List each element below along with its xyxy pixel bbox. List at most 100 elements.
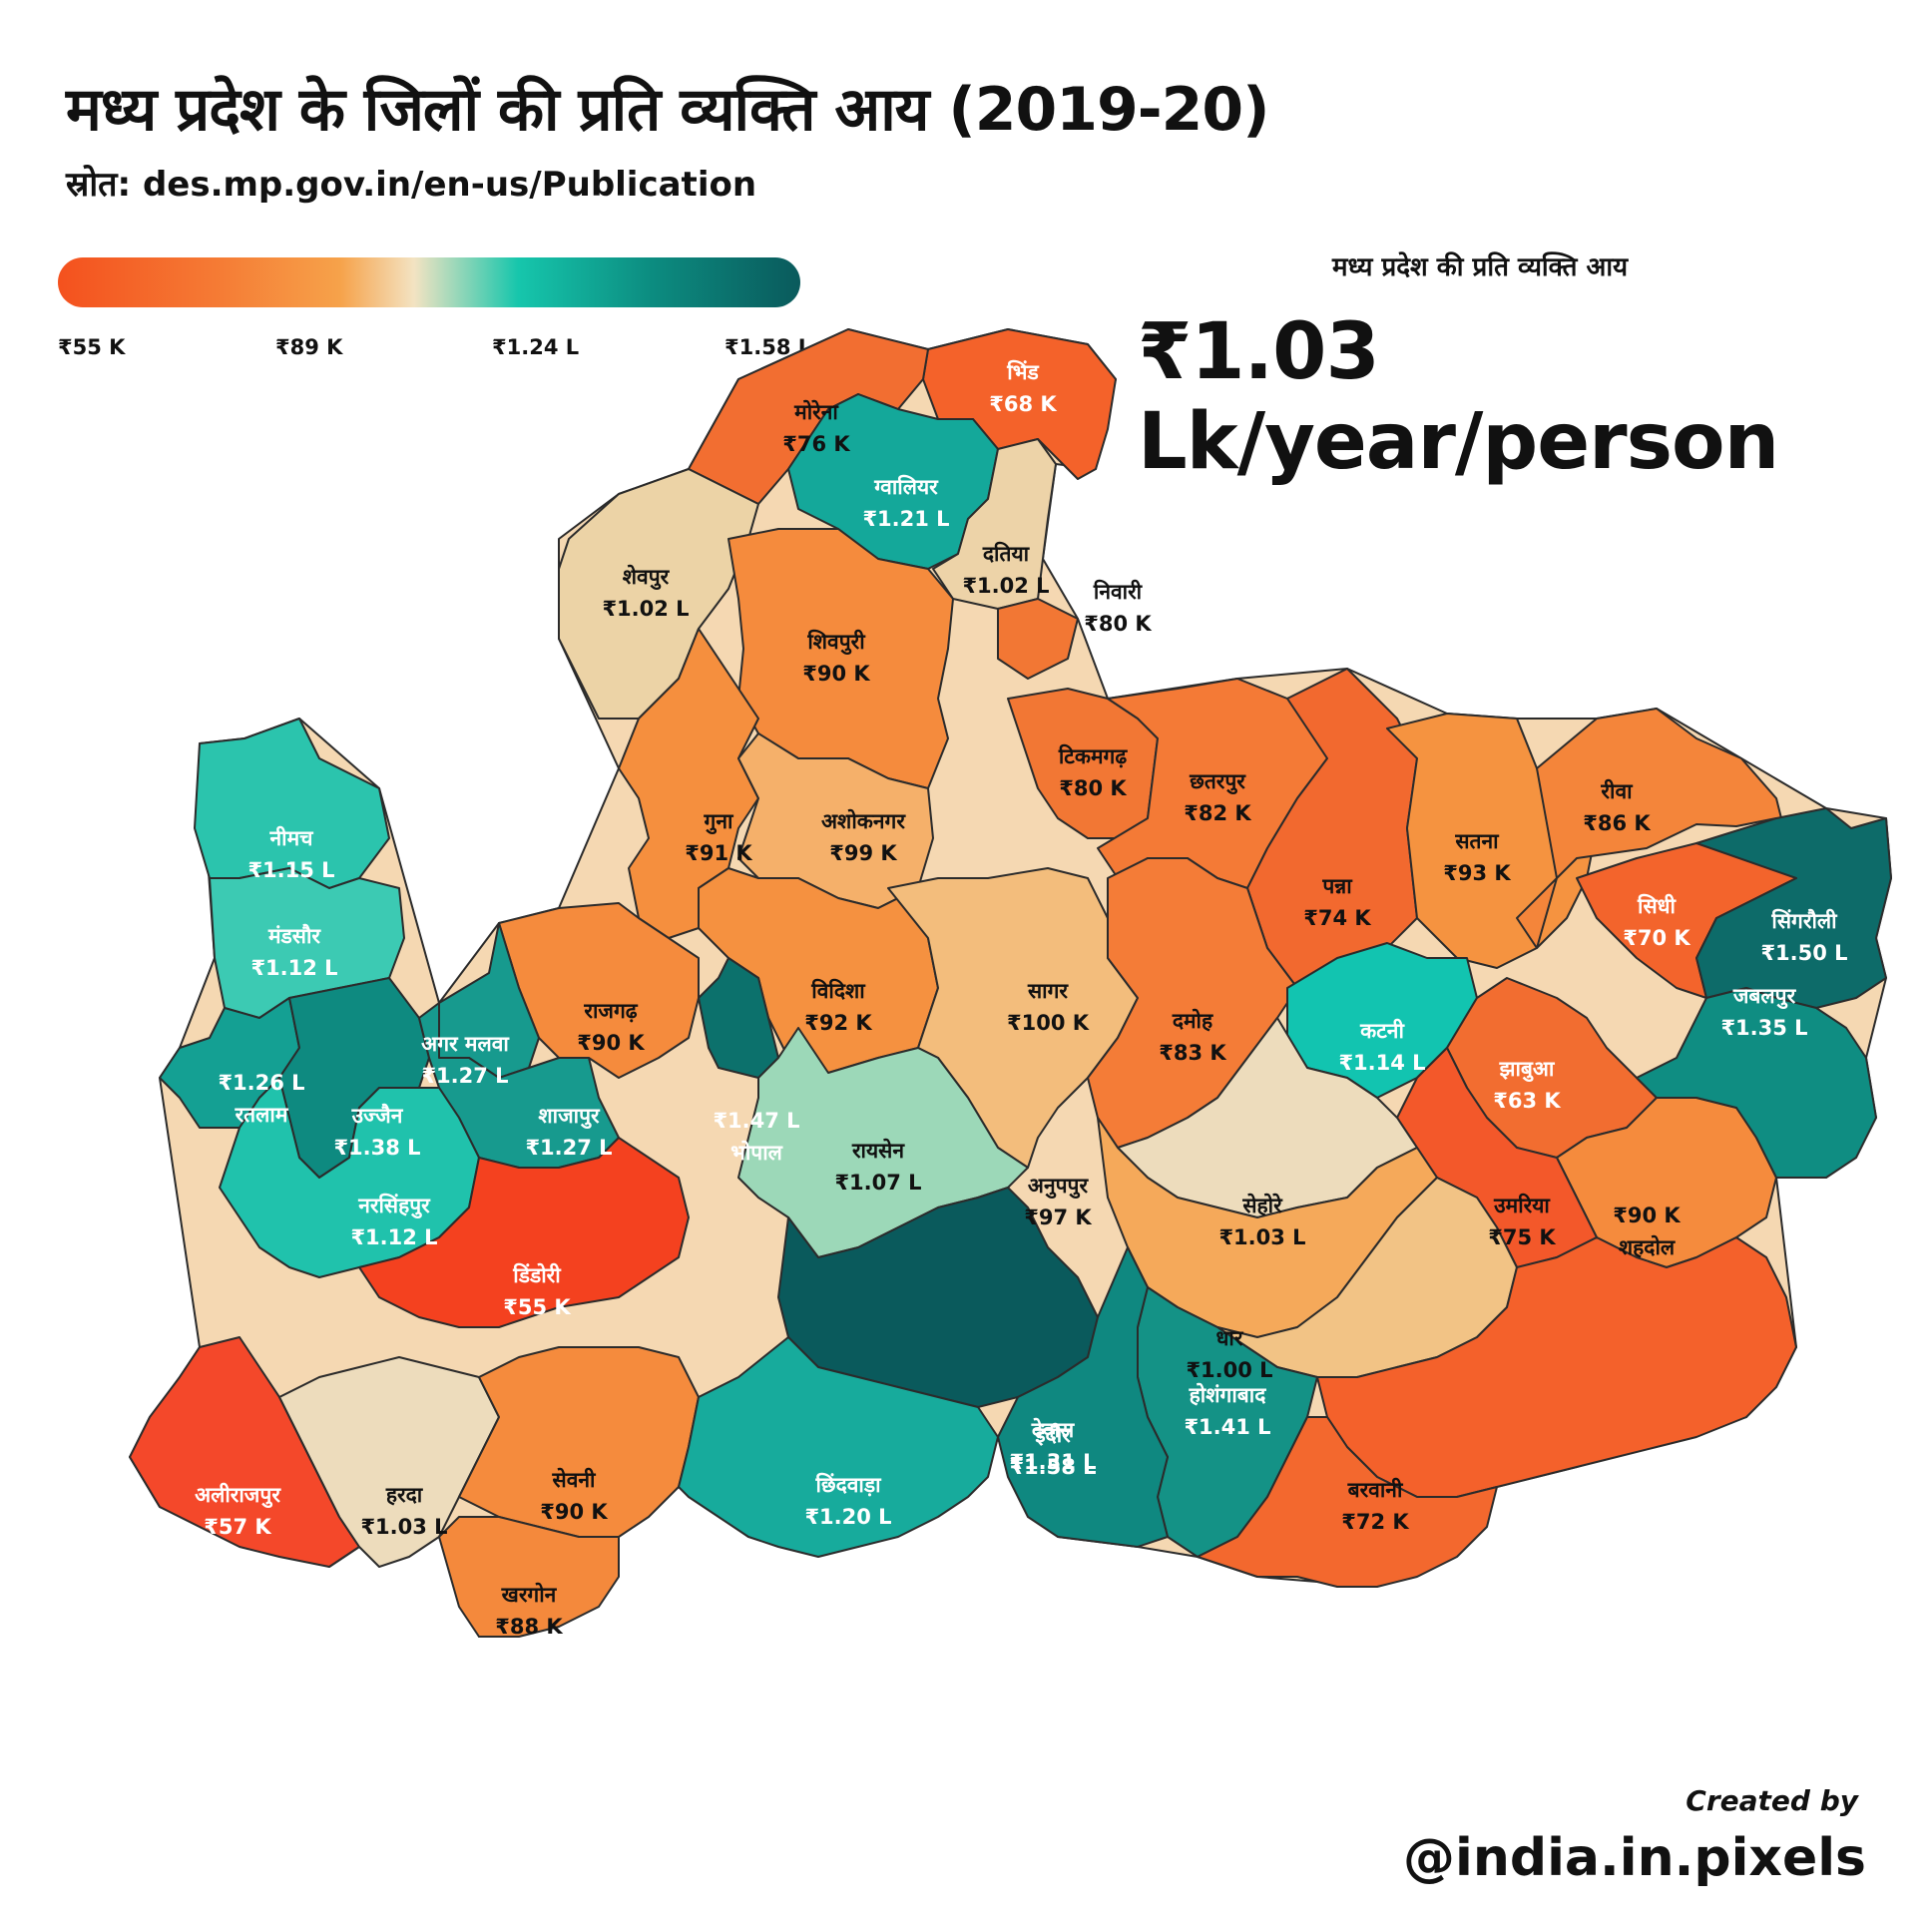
district-name-label: खरगोन: [501, 1582, 558, 1607]
district-name-label: दतिया: [982, 541, 1031, 566]
district-region: [997, 598, 1079, 680]
state-income-value: ₹1.03 Lk/year/person: [1138, 307, 1779, 487]
district-name-label: सिंगरौली: [1770, 908, 1838, 933]
district-name-label: पन्ना: [1321, 874, 1353, 898]
district-name-label: कटनी: [1359, 1018, 1405, 1043]
district-name-label: इंदौर: [1034, 1422, 1072, 1447]
district-income-label: ₹1.03 L: [360, 1515, 447, 1539]
district-income-label: ₹1.02 L: [602, 597, 689, 621]
district-name-label: गुना: [704, 809, 734, 835]
district-income-label: ₹1.03 L: [1218, 1225, 1305, 1249]
district-income-label: ₹70 K: [1623, 926, 1690, 950]
district-income-label: ₹1.20 L: [804, 1505, 891, 1529]
district-income-label: ₹83 K: [1159, 1041, 1226, 1065]
district-name-label: होशंगाबाद: [1189, 1382, 1267, 1407]
district-income-label: ₹80 K: [1084, 612, 1152, 636]
district-income-label: ₹100 K: [1007, 1011, 1090, 1035]
district-name-label: निवारी: [1093, 579, 1144, 604]
source-note: स्रोत: des.mp.gov.in/en-us/Publication: [66, 165, 757, 205]
district-region: [1516, 708, 1797, 949]
district-income-label: ₹80 K: [1059, 776, 1127, 800]
district-name-label: हरदा: [385, 1483, 424, 1507]
district-income-label: ₹75 K: [1488, 1225, 1556, 1249]
credit-label: Created by: [1686, 1784, 1858, 1817]
legend-tick-3: ₹1.24 L: [492, 335, 580, 359]
district-name-label: रीवा: [1600, 778, 1634, 803]
color-scale-legend: [58, 257, 800, 307]
district-name-label: देवास: [1031, 1417, 1075, 1442]
district-name-label: सिधी: [1637, 893, 1678, 918]
district-name-label: ग्वालियर: [873, 474, 939, 499]
district-name-label: सेहोरे: [1241, 1193, 1283, 1217]
district-income-label: ₹55 K: [503, 1295, 571, 1319]
district-income-label: ₹1.38 L: [333, 1136, 420, 1160]
district-name-label: अगर मलवा: [421, 1032, 510, 1056]
district-name-label: उज्जैन: [351, 1103, 404, 1128]
district-name-label: विदिशा: [810, 978, 866, 1003]
district-name-label: शाजापुर: [538, 1104, 601, 1130]
district-name-label: ₹90 K: [1613, 1204, 1681, 1227]
district-income-label: ₹63 K: [1493, 1089, 1561, 1113]
district-income-label: ₹97 K: [1024, 1206, 1092, 1229]
district-income-label: ₹1.07 L: [834, 1171, 921, 1195]
district-income-label: ₹72 K: [1341, 1510, 1409, 1534]
district-name-label: सागर: [1027, 979, 1069, 1003]
district-income-label: ₹1.41 L: [1184, 1415, 1270, 1439]
district-name-label: भिंड: [1006, 359, 1039, 384]
district-name-label: टिकमगढ़: [1058, 743, 1129, 768]
district-income-label: ₹86 K: [1583, 811, 1651, 835]
district-income-label: ₹1.12 L: [250, 956, 337, 980]
district-income-label: ₹1.15 L: [247, 858, 334, 882]
district-name-label: शिवपुरी: [806, 629, 866, 656]
district-name-label: धार: [1216, 1326, 1244, 1350]
district-income-label: ₹1.58 L: [1009, 1455, 1096, 1479]
district-name-label: जबलपुर: [1732, 984, 1797, 1010]
district-name-label: झाबुआ: [1499, 1057, 1556, 1083]
page-title: मध्य प्रदेश के जिलों की प्रति व्यक्ति आय…: [66, 75, 1270, 145]
district-name-label: अनुपपुर: [1028, 1174, 1090, 1200]
district-income-label: ₹91 K: [685, 841, 752, 865]
state-income-label: मध्य प्रदेश की प्रति व्यक्ति आय: [1332, 252, 1629, 282]
district-income-label: रतलाम: [235, 1103, 289, 1127]
district-region: [498, 902, 700, 1079]
district-income-label: ₹82 K: [1184, 801, 1251, 825]
district-name-label: दमोह: [1172, 1008, 1213, 1033]
district-name-label: ₹1.47 L: [713, 1109, 799, 1133]
district-income-label: ₹1.00 L: [1186, 1358, 1272, 1382]
district-region: [458, 1346, 700, 1538]
district-region: [438, 1516, 620, 1638]
district-income-label: ₹74 K: [1303, 906, 1371, 930]
district-income-label: ₹68 K: [989, 392, 1057, 416]
district-name-label: मोरेना: [793, 399, 839, 424]
district-income-label: ₹68 K: [1553, 1505, 1621, 1529]
district-income-label: ₹1.35 L: [1720, 1016, 1807, 1040]
district-income-label: ₹88 K: [495, 1615, 563, 1639]
district-name-label: राजगढ़: [583, 999, 638, 1023]
district-income-label: ₹1.21 L: [862, 507, 949, 531]
district-name-label: उमरिया: [1493, 1193, 1551, 1217]
district-region: [1695, 807, 1892, 1009]
district-income-label: ₹1.27 L: [421, 1064, 508, 1088]
district-income-label: शहदोल: [1619, 1234, 1676, 1259]
district-name-label: नीमच: [269, 825, 315, 850]
district-income-label: ₹1.50 L: [1760, 941, 1847, 965]
district-name-label: रायसेन: [851, 1138, 905, 1163]
district-income-label: ₹1.14 L: [1338, 1051, 1425, 1075]
district-income-label: ₹76 K: [782, 432, 850, 456]
district-region: [678, 1336, 999, 1558]
district-income-label: ₹90 K: [802, 662, 870, 686]
district-income-label: ₹93 K: [1443, 861, 1511, 885]
district-income-label: ₹57 K: [204, 1515, 271, 1539]
district-region: [1197, 1416, 1498, 1588]
district-name-label: शेवपुर: [623, 564, 671, 591]
district-income-label: ₹90 K: [540, 1500, 608, 1524]
district-income-label: ₹92 K: [804, 1011, 872, 1035]
district-name-label: मंडला: [1564, 1473, 1610, 1497]
district-region: [219, 1077, 480, 1278]
district-region: [698, 957, 779, 1079]
district-name-label: ₹1.26 L: [218, 1071, 304, 1095]
legend-tick-min: ₹55 K: [58, 335, 126, 359]
district-region: [997, 1246, 1169, 1548]
district-name-label: नरसिंहपुर: [357, 1193, 431, 1219]
